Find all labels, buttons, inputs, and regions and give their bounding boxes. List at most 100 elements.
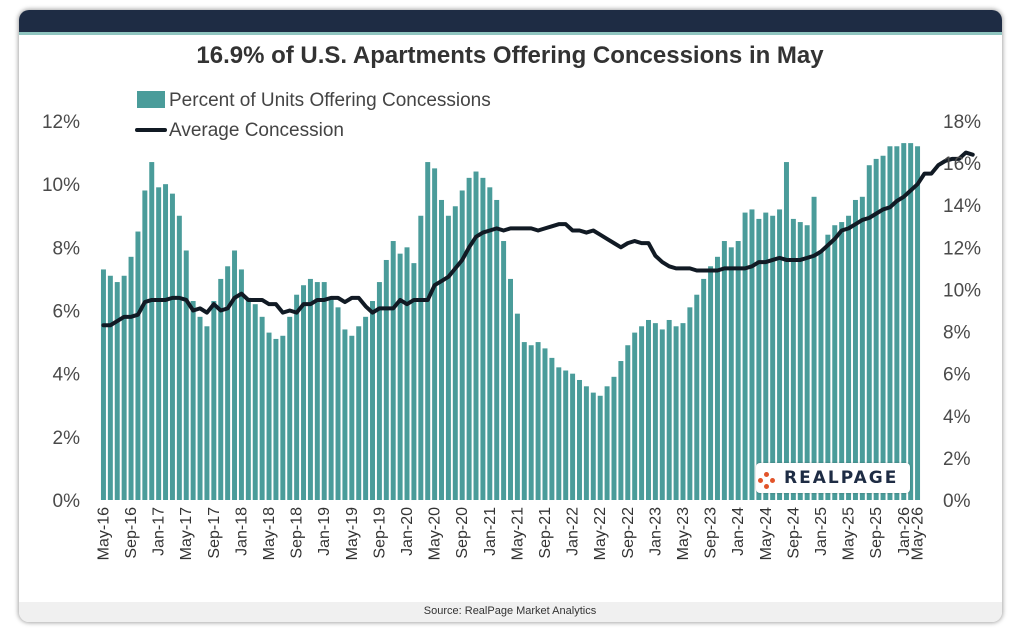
bar bbox=[156, 187, 162, 500]
bar bbox=[100, 269, 106, 500]
bar bbox=[811, 196, 817, 501]
logo-text: REALPAGE bbox=[784, 468, 899, 488]
bar bbox=[321, 282, 327, 500]
bar bbox=[756, 218, 762, 500]
x-tick-label: Sep-20 bbox=[454, 507, 471, 559]
left-y-tick-label: 12% bbox=[42, 112, 80, 133]
bar bbox=[335, 307, 341, 500]
bar bbox=[742, 212, 748, 500]
bar bbox=[466, 177, 472, 500]
bar bbox=[376, 282, 382, 500]
right-y-tick-label: 14% bbox=[943, 196, 981, 217]
left-y-tick-label: 6% bbox=[53, 302, 81, 323]
legend-bar-label: Percent of Units Offering Concessions bbox=[169, 90, 491, 111]
right-y-tick-label: 8% bbox=[943, 323, 971, 344]
bar bbox=[790, 218, 796, 500]
bar bbox=[342, 329, 348, 500]
bar bbox=[501, 241, 507, 500]
bar bbox=[280, 335, 286, 500]
header-accent-stripe bbox=[19, 32, 1002, 35]
bar bbox=[680, 323, 686, 500]
x-tick-label: Sep-18 bbox=[289, 507, 306, 559]
bar bbox=[328, 297, 334, 500]
x-tick-label: May-21 bbox=[509, 507, 526, 560]
left-y-tick-label: 8% bbox=[53, 238, 81, 259]
bar bbox=[825, 234, 831, 500]
bar bbox=[590, 392, 596, 500]
right-y-tick-label: 6% bbox=[943, 365, 971, 386]
bar bbox=[370, 301, 375, 500]
bar bbox=[797, 222, 803, 500]
left-y-tick-label: 0% bbox=[53, 491, 81, 512]
bar bbox=[232, 250, 238, 500]
bar bbox=[528, 345, 534, 500]
bar bbox=[432, 168, 438, 501]
bar bbox=[142, 190, 148, 501]
bar bbox=[356, 326, 362, 500]
bar bbox=[383, 259, 389, 500]
bar bbox=[397, 253, 403, 500]
bar bbox=[556, 367, 562, 500]
bar bbox=[163, 184, 169, 501]
bar bbox=[852, 199, 858, 500]
bar bbox=[459, 190, 465, 501]
x-tick-label: Sep-22 bbox=[620, 507, 637, 559]
bar bbox=[866, 165, 872, 500]
left-y-tick-label: 2% bbox=[53, 428, 81, 449]
bar bbox=[418, 215, 424, 500]
x-tick-label: Sep-23 bbox=[703, 507, 720, 559]
bar bbox=[121, 275, 127, 500]
bar bbox=[314, 282, 320, 500]
bar bbox=[832, 225, 838, 501]
x-tick-label: Jan-22 bbox=[565, 507, 582, 556]
bar bbox=[908, 143, 914, 501]
bar bbox=[494, 199, 500, 500]
bar bbox=[135, 231, 141, 501]
realpage-logo: REALPAGE bbox=[756, 463, 910, 493]
chart-title: 16.9% of U.S. Apartments Offering Conces… bbox=[196, 42, 824, 69]
bar bbox=[535, 342, 541, 500]
bar bbox=[659, 329, 665, 500]
bar bbox=[577, 379, 582, 500]
bar bbox=[763, 212, 769, 500]
bar bbox=[349, 335, 355, 500]
bar bbox=[714, 256, 720, 500]
bar bbox=[238, 269, 244, 500]
bar bbox=[259, 316, 265, 500]
bar bbox=[197, 316, 203, 500]
x-tick-label: Jan-26 bbox=[896, 507, 913, 556]
bar bbox=[107, 275, 113, 500]
bar bbox=[652, 323, 658, 500]
x-tick-label: Jan-19 bbox=[316, 507, 333, 556]
x-tick-label: May-16 bbox=[95, 507, 112, 560]
bar bbox=[570, 373, 576, 500]
bar bbox=[294, 294, 300, 500]
right-y-tick-label: 16% bbox=[943, 154, 981, 175]
x-tick-label: May-24 bbox=[758, 507, 775, 560]
bar bbox=[770, 215, 776, 500]
bar bbox=[777, 209, 783, 500]
bar bbox=[901, 143, 907, 501]
bar bbox=[439, 199, 444, 500]
bar bbox=[611, 376, 617, 500]
bar bbox=[487, 187, 493, 500]
x-tick-label: Sep-17 bbox=[206, 507, 223, 559]
bar bbox=[673, 326, 679, 500]
bar bbox=[894, 146, 900, 500]
legend-bar-swatch bbox=[137, 91, 165, 108]
bar bbox=[701, 278, 707, 500]
bar bbox=[687, 307, 693, 500]
right-y-tick-label: 4% bbox=[943, 407, 971, 428]
bar bbox=[549, 357, 555, 501]
bar bbox=[218, 278, 224, 500]
right-y-tick-label: 10% bbox=[943, 280, 981, 301]
bar bbox=[128, 256, 134, 500]
bar bbox=[225, 266, 231, 500]
bar bbox=[604, 386, 610, 500]
bar bbox=[563, 370, 569, 500]
bar bbox=[190, 301, 196, 500]
bar bbox=[859, 196, 865, 501]
bar bbox=[211, 301, 217, 500]
x-tick-label: Sep-16 bbox=[123, 507, 140, 559]
bar bbox=[114, 282, 120, 500]
